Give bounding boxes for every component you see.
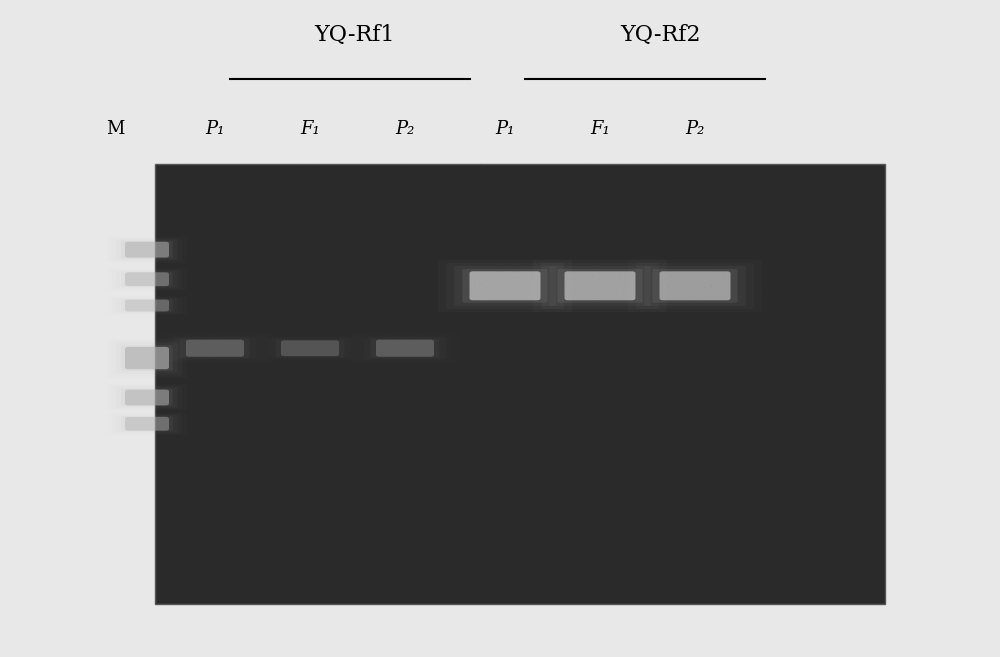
Bar: [155, 164, 885, 604]
Text: P₁: P₁: [495, 120, 515, 138]
Text: F₁: F₁: [300, 120, 320, 138]
FancyBboxPatch shape: [462, 269, 548, 303]
Text: F₁: F₁: [590, 120, 610, 138]
Text: M: M: [106, 120, 124, 138]
FancyBboxPatch shape: [660, 271, 730, 300]
FancyBboxPatch shape: [121, 300, 173, 312]
FancyBboxPatch shape: [371, 339, 440, 358]
FancyBboxPatch shape: [121, 417, 173, 431]
FancyBboxPatch shape: [180, 339, 250, 358]
Text: P₁: P₁: [205, 120, 225, 138]
FancyBboxPatch shape: [125, 347, 169, 369]
FancyBboxPatch shape: [125, 242, 169, 258]
FancyBboxPatch shape: [470, 271, 540, 300]
Text: P₂: P₂: [395, 120, 415, 138]
FancyBboxPatch shape: [281, 340, 339, 356]
FancyBboxPatch shape: [125, 417, 169, 431]
Text: YQ-Rf1: YQ-Rf1: [315, 24, 395, 46]
FancyBboxPatch shape: [454, 266, 556, 306]
FancyBboxPatch shape: [125, 300, 169, 311]
FancyBboxPatch shape: [186, 340, 244, 357]
Text: P₂: P₂: [685, 120, 705, 138]
Text: YQ-Rf2: YQ-Rf2: [620, 24, 700, 46]
FancyBboxPatch shape: [121, 346, 173, 371]
FancyBboxPatch shape: [121, 389, 173, 406]
FancyBboxPatch shape: [121, 241, 173, 258]
FancyBboxPatch shape: [376, 340, 434, 357]
FancyBboxPatch shape: [125, 273, 169, 286]
FancyBboxPatch shape: [121, 272, 173, 286]
FancyBboxPatch shape: [652, 269, 738, 303]
FancyBboxPatch shape: [557, 269, 643, 303]
FancyBboxPatch shape: [549, 266, 651, 306]
FancyBboxPatch shape: [125, 390, 169, 405]
FancyBboxPatch shape: [564, 271, 636, 300]
